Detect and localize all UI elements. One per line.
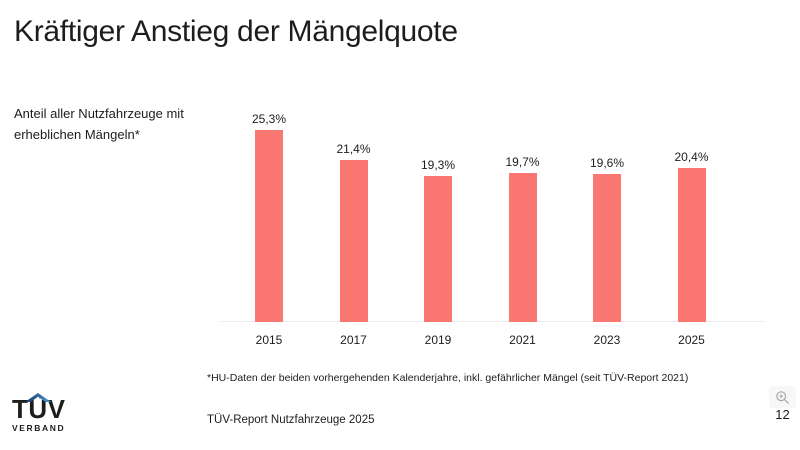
page-title: Kräftiger Anstieg der Mängelquote bbox=[14, 15, 458, 48]
bar-value-label: 19,7% bbox=[505, 155, 540, 169]
magnifier-plus-icon bbox=[776, 390, 789, 404]
bar-chart: 25,3% 2015 21,4% 2017 19,3% 2019 19,7% 2021 19,6… bbox=[220, 110, 765, 355]
x-axis-label: 2015 bbox=[255, 333, 283, 347]
bar bbox=[255, 130, 283, 322]
bar-value-label: 19,3% bbox=[420, 158, 456, 172]
page-number: 12 bbox=[775, 407, 790, 422]
tuv-verband-logo: TÜV VERBAND bbox=[12, 392, 82, 433]
bar bbox=[339, 160, 368, 322]
chart-footnote: *HU-Daten der beiden vorhergehenden Kale… bbox=[207, 372, 689, 384]
chart-subtitle-line-1: Anteil aller Nutzfahrzeuge mit bbox=[14, 106, 184, 121]
chart-subtitle-line-2: erheblichen Mängeln* bbox=[14, 126, 140, 142]
logo-suffix-text: VERBAND bbox=[12, 423, 66, 433]
bar bbox=[508, 173, 537, 322]
bar-value-label: 20,4% bbox=[674, 150, 709, 164]
bar bbox=[593, 174, 621, 322]
source-label: TÜV-Report Nutzfahrzeuge 2025 bbox=[207, 414, 375, 426]
bar bbox=[424, 176, 452, 322]
bar-value-label: 21,4% bbox=[336, 142, 371, 156]
x-axis-label: 2017 bbox=[340, 333, 367, 347]
logo-roof-icon bbox=[25, 393, 51, 402]
x-axis-line bbox=[220, 321, 765, 322]
bar-value-label: 25,3% bbox=[251, 112, 287, 126]
x-axis-label: 2023 bbox=[593, 333, 621, 347]
bar-value-label: 19,6% bbox=[589, 156, 625, 170]
logo-brand-text: TÜV bbox=[12, 394, 66, 424]
x-axis-label: 2019 bbox=[424, 333, 452, 347]
chart-subtitle: Anteil aller Nutzfahrzeuge mit erheblich… bbox=[14, 104, 184, 146]
bar bbox=[677, 168, 706, 322]
x-axis-label: 2021 bbox=[509, 333, 536, 347]
x-axis-label: 2025 bbox=[678, 333, 705, 347]
zoom-button[interactable] bbox=[769, 386, 796, 408]
